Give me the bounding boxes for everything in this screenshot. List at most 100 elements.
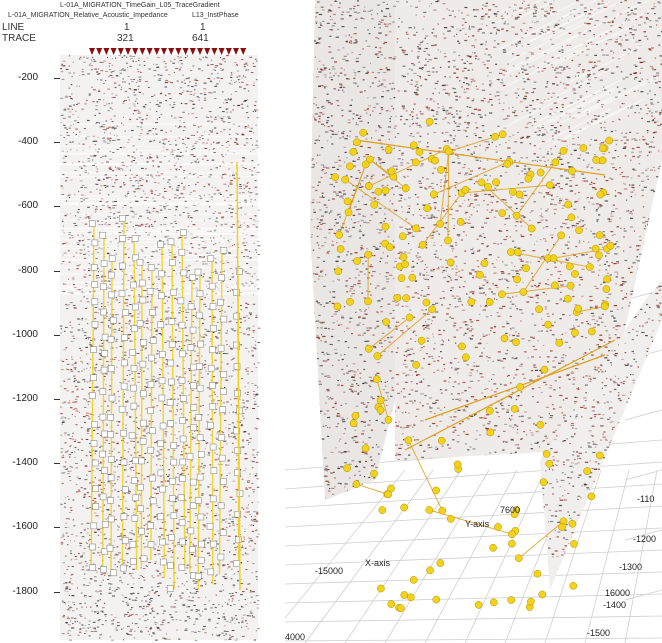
trace-marker — [233, 48, 239, 55]
well-sphere — [595, 251, 603, 260]
well-sphere — [372, 375, 381, 384]
well-sphere — [536, 420, 545, 429]
well-pick — [196, 434, 204, 441]
well-pick — [149, 427, 156, 435]
well-sphere — [341, 175, 350, 184]
well-sphere — [498, 130, 507, 139]
well-pick — [91, 298, 99, 306]
well-pick — [196, 290, 204, 297]
well-pick — [139, 279, 146, 287]
well-pick — [158, 394, 166, 402]
well-sphere — [370, 469, 378, 478]
well-sphere — [508, 539, 516, 548]
well-sphere — [579, 144, 588, 152]
well-sphere — [437, 165, 445, 174]
well-pick — [128, 432, 136, 440]
well-sphere — [351, 411, 360, 420]
well-sphere — [353, 138, 361, 147]
well-pick — [208, 282, 216, 290]
well-pick — [209, 382, 216, 389]
well-sphere — [489, 598, 498, 607]
well-sphere — [409, 141, 418, 150]
well-pick — [129, 558, 137, 565]
well-pick — [140, 555, 148, 563]
well-pick — [179, 458, 187, 466]
well-sphere — [418, 241, 427, 249]
well-pick — [157, 469, 165, 477]
well-sphere — [484, 182, 492, 191]
depth-tick — [54, 78, 60, 79]
well-pick — [180, 269, 188, 277]
well-sphere — [346, 162, 354, 171]
well-pick — [120, 513, 128, 520]
trace-marker — [204, 48, 211, 55]
well-sphere — [587, 327, 596, 336]
well-pick — [207, 255, 215, 262]
well-sphere — [336, 245, 345, 253]
well-sphere — [571, 270, 579, 278]
trace-marker — [211, 48, 218, 55]
well-sphere — [364, 250, 373, 259]
well-pick — [108, 394, 116, 402]
trace-markers — [89, 48, 247, 55]
well-sphere — [446, 258, 455, 267]
well-pick — [210, 540, 217, 548]
well-pick — [167, 359, 175, 367]
well-pick — [101, 350, 108, 357]
well-sphere — [352, 480, 361, 489]
well-pick — [233, 289, 240, 296]
well-pick — [148, 354, 155, 362]
well-pick — [179, 417, 186, 424]
well-pick — [187, 527, 195, 535]
well-sphere — [539, 478, 548, 487]
well-pick — [122, 309, 129, 316]
well-sphere — [476, 270, 484, 279]
well-pick — [119, 262, 126, 270]
trace-marker — [175, 48, 182, 55]
well-pick — [136, 258, 144, 266]
well-pick — [120, 458, 128, 466]
well-sphere — [407, 593, 415, 602]
well-pick — [194, 573, 202, 580]
trace-marker — [153, 48, 160, 55]
well-sphere — [444, 147, 453, 156]
well-pick — [91, 421, 98, 428]
well-sphere — [551, 158, 560, 167]
well-sphere — [480, 259, 489, 268]
well-sphere — [549, 254, 558, 263]
well-pick — [160, 558, 167, 566]
well-pick — [166, 399, 174, 406]
well-pick — [177, 297, 185, 305]
well-pick — [132, 494, 140, 502]
well-pick — [233, 363, 241, 370]
well-pick — [106, 544, 114, 552]
well-sphere — [503, 160, 512, 168]
well-sphere — [400, 503, 409, 512]
z-tick-2: -1200 — [633, 534, 657, 544]
well-pick — [157, 321, 165, 329]
well-sphere — [559, 146, 568, 155]
depth-tick-label: -200 — [17, 72, 38, 83]
well-sphere — [364, 344, 373, 353]
well-pick — [234, 447, 242, 454]
well-pick — [136, 320, 144, 327]
well-sphere — [384, 416, 393, 424]
depth-tick-label: -1800 — [12, 585, 38, 597]
well-sphere — [565, 262, 574, 271]
line-value-1: 1 — [124, 22, 130, 33]
well-pick — [99, 450, 106, 458]
well-pick — [166, 585, 174, 592]
well-sphere — [571, 328, 579, 337]
well-pick — [147, 522, 154, 529]
well-pick — [179, 538, 186, 546]
well-pick — [89, 220, 96, 227]
line-label: LINE — [2, 22, 25, 33]
well-sphere — [514, 554, 523, 563]
well-pick — [108, 255, 116, 262]
well-pick — [139, 296, 147, 304]
well-pick — [149, 337, 157, 344]
well-pick — [121, 334, 128, 341]
well-sphere — [477, 178, 486, 187]
well-pick — [119, 215, 126, 222]
well-pick — [189, 326, 197, 334]
